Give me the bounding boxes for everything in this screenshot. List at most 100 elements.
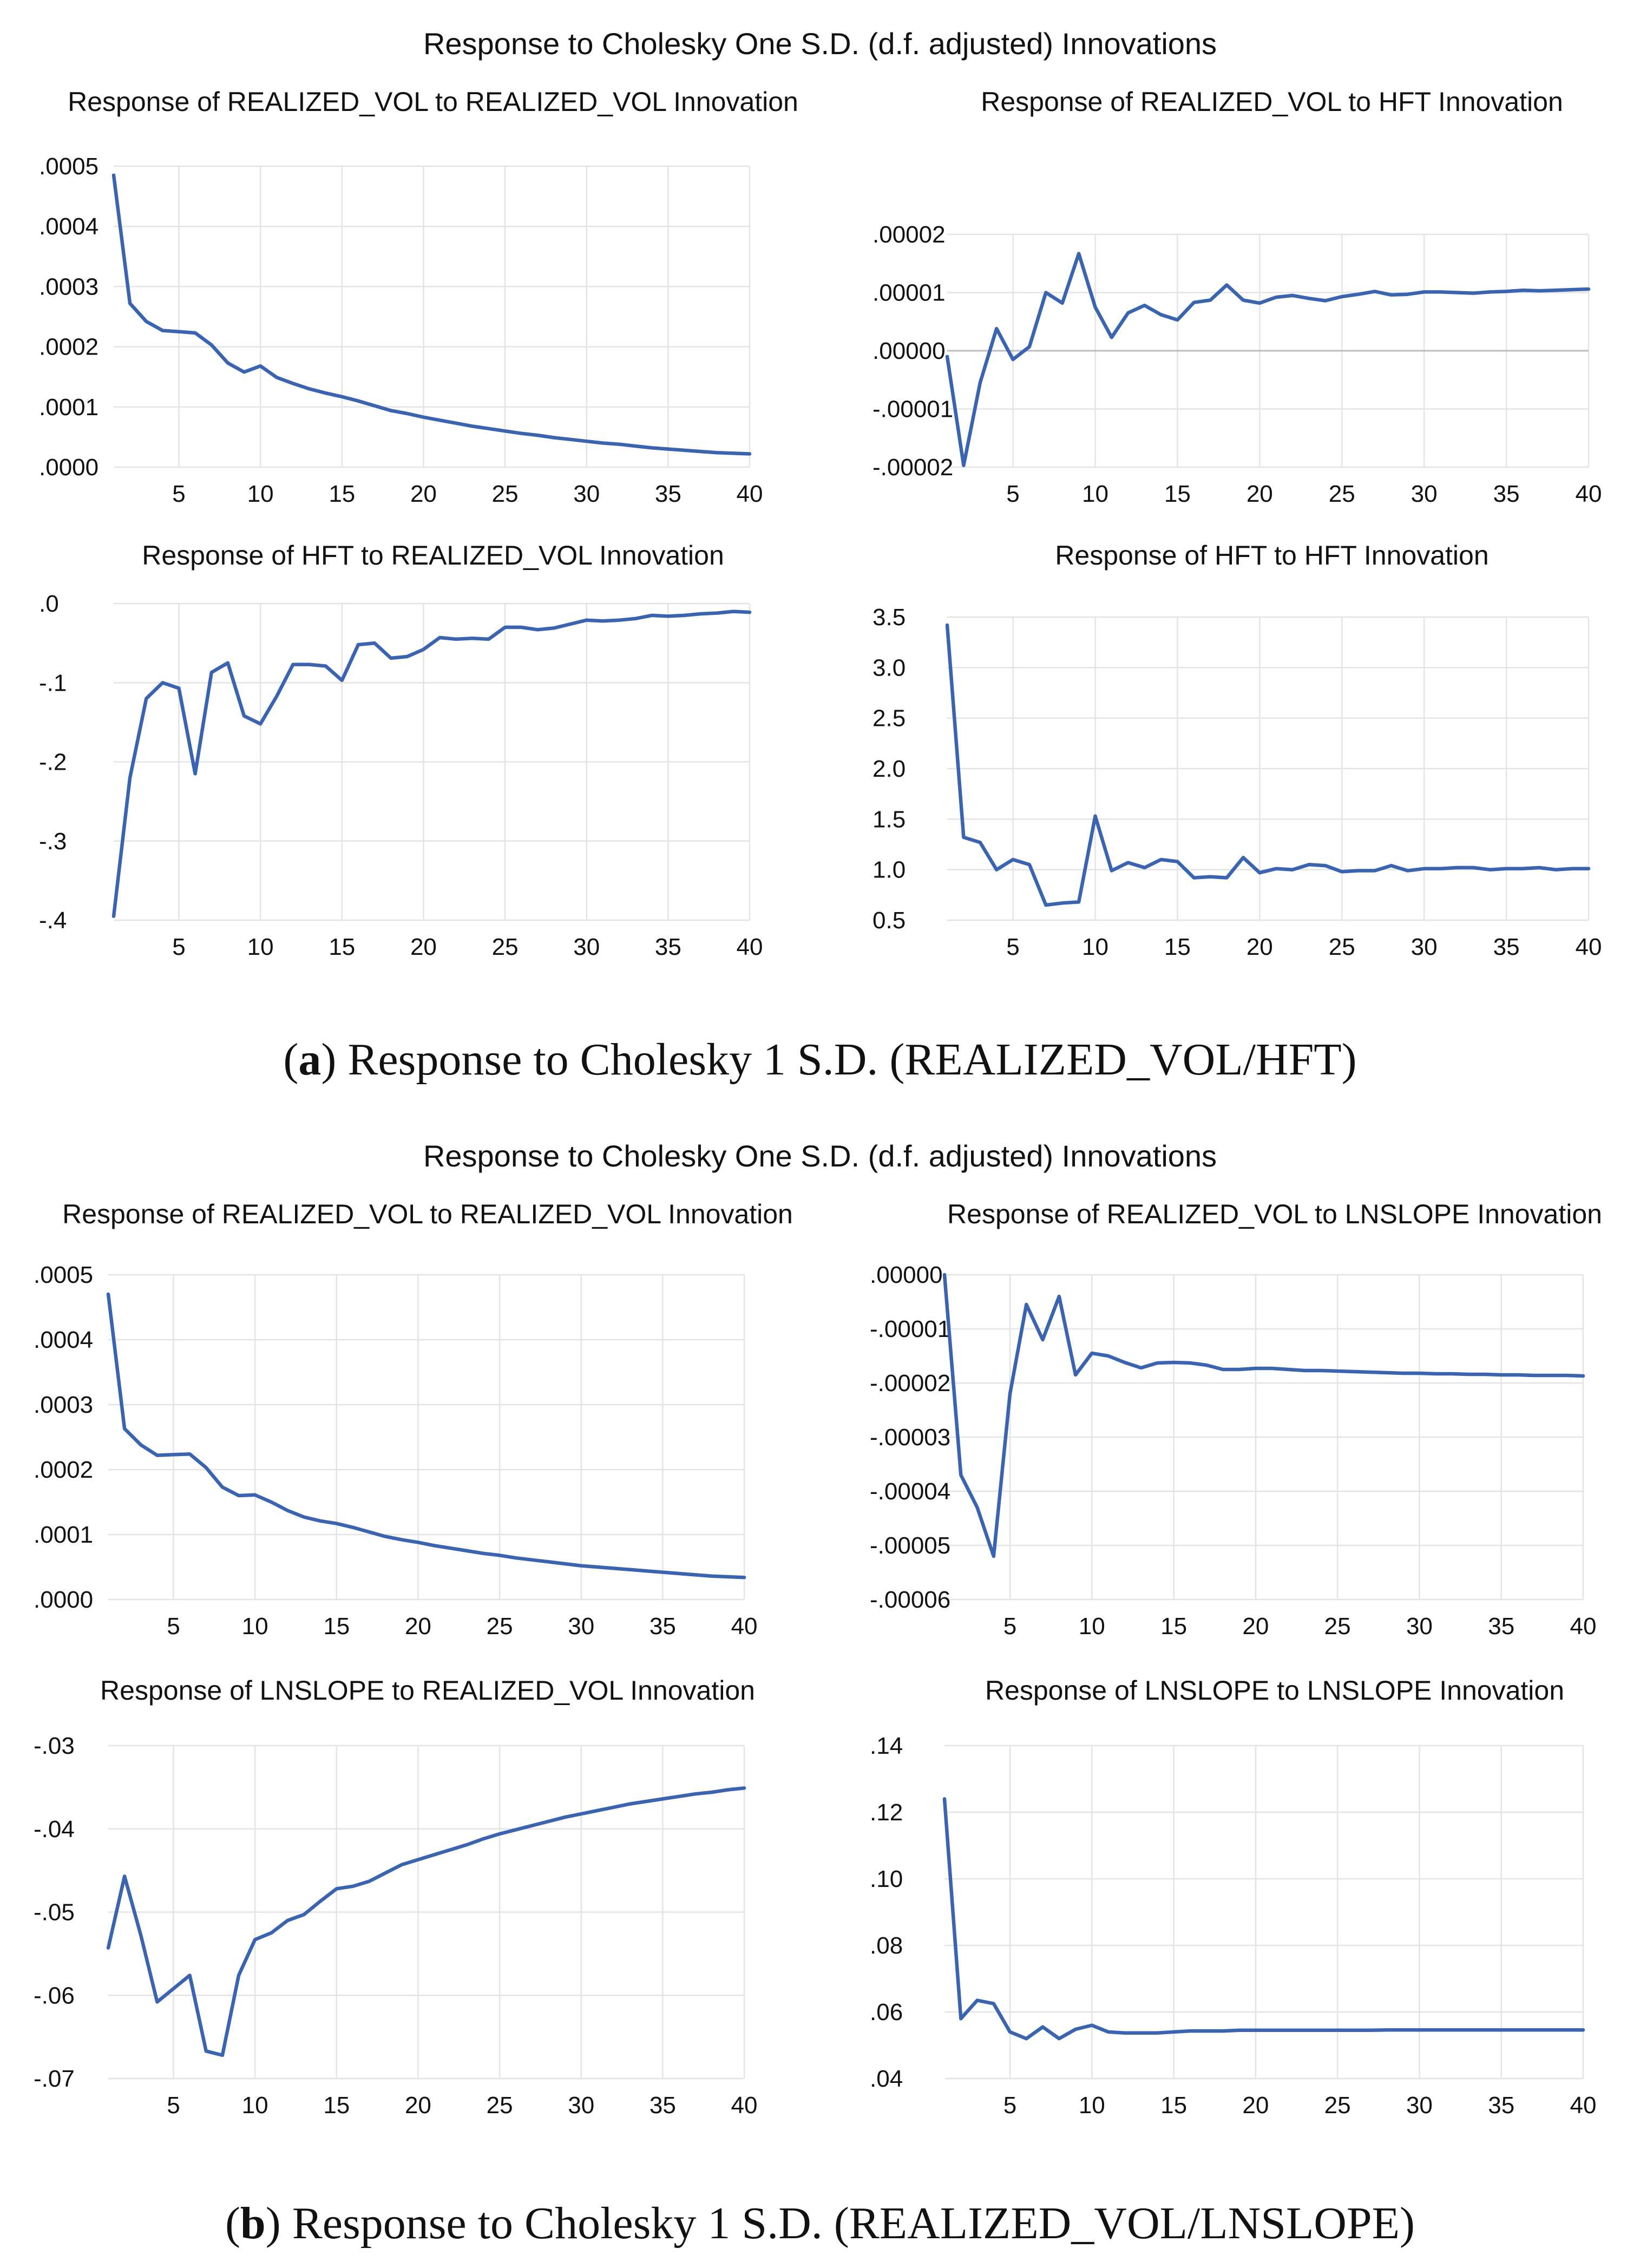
y-tick-label: -.00001 — [873, 396, 953, 423]
x-tick-label: 10 — [1082, 481, 1108, 507]
y-tick-label: -.07 — [34, 2066, 75, 2092]
x-tick-label: 40 — [731, 2092, 758, 2119]
panel-title: Response of HFT to REALIZED_VOL Innovati… — [142, 540, 724, 571]
y-tick-label: .08 — [870, 1932, 903, 1959]
x-tick-label: 20 — [410, 934, 437, 960]
y-tick-label: .0 — [39, 591, 59, 617]
y-tick-label: .10 — [870, 1866, 903, 1892]
caption-a-label: a — [298, 1034, 321, 1085]
panel-b4: Response of LNSLOPE to LNSLOPE Innovatio… — [870, 1675, 1596, 2119]
panel-title: Response of REALIZED_VOL to REALIZED_VOL… — [62, 1199, 793, 1229]
x-tick-label: 20 — [405, 2092, 431, 2119]
x-tick-label: 35 — [1488, 2092, 1514, 2119]
y-tick-label: .00000 — [873, 338, 946, 364]
y-tick-label: -.00001 — [870, 1316, 950, 1342]
panel-title: Response of LNSLOPE to LNSLOPE Innovatio… — [985, 1675, 1564, 1706]
x-tick-label: 5 — [172, 481, 185, 507]
y-tick-label: -.00005 — [870, 1532, 950, 1559]
x-tick-label: 5 — [1003, 2092, 1016, 2119]
panel-title: Response of LNSLOPE to REALIZED_VOL Inno… — [100, 1675, 755, 1706]
x-tick-label: 5 — [1006, 481, 1019, 507]
x-tick-label: 30 — [1411, 481, 1438, 507]
series-line — [111, 609, 752, 918]
panel-a1: Response of REALIZED_VOL to REALIZED_VOL… — [39, 87, 798, 507]
y-tick-label: 1.5 — [873, 806, 906, 833]
x-tick-label: 20 — [1247, 934, 1273, 960]
y-tick-label: 2.0 — [873, 756, 906, 782]
y-tick-label: .0004 — [39, 213, 99, 240]
x-tick-label: 25 — [487, 2092, 513, 2119]
y-tick-label: .00001 — [873, 280, 946, 306]
x-tick-label: 40 — [1570, 2092, 1597, 2119]
caption-b: (b) Response to Cholesky 1 S.D. (REALIZE… — [225, 2198, 1415, 2249]
y-tick-label: 2.5 — [873, 705, 906, 732]
x-tick-label: 20 — [1247, 481, 1273, 507]
y-tick-label: .0005 — [39, 153, 99, 180]
y-tick-label: -.00002 — [870, 1370, 950, 1397]
y-tick-label: .0005 — [34, 1262, 93, 1288]
x-tick-label: 35 — [650, 2092, 676, 2119]
series-line — [111, 173, 752, 456]
x-tick-label: 35 — [655, 481, 681, 507]
y-tick-label: .0002 — [34, 1457, 93, 1483]
y-tick-label: -.1 — [39, 670, 67, 696]
panel-title: Response of HFT to HFT Innovation — [1055, 540, 1488, 571]
x-tick-label: 5 — [1003, 1613, 1016, 1640]
y-tick-label: .0000 — [34, 1587, 93, 1613]
y-tick-label: -.03 — [34, 1733, 75, 1759]
x-tick-label: 10 — [242, 1613, 268, 1640]
x-tick-label: 40 — [737, 481, 763, 507]
x-tick-label: 25 — [487, 1613, 513, 1640]
y-tick-label: .14 — [870, 1733, 903, 1759]
x-tick-label: 25 — [1324, 2092, 1351, 2119]
x-tick-label: 20 — [410, 481, 437, 507]
x-tick-label: 30 — [568, 1613, 594, 1640]
y-tick-label: .0000 — [39, 454, 99, 481]
y-tick-label: -.3 — [39, 828, 67, 855]
x-tick-label: 10 — [1079, 1613, 1105, 1640]
x-tick-label: 10 — [242, 2092, 268, 2119]
x-tick-label: 10 — [247, 934, 274, 960]
y-tick-label: -.06 — [34, 1982, 75, 2009]
x-tick-label: 40 — [737, 934, 763, 960]
x-tick-label: 15 — [323, 1613, 350, 1640]
panel-b2: Response of REALIZED_VOL to LNSLOPE Inno… — [870, 1199, 1602, 1640]
caption-a-text: Response to Cholesky 1 S.D. (REALIZED_VO… — [347, 1034, 1356, 1085]
x-tick-label: 10 — [1082, 934, 1108, 960]
x-tick-label: 30 — [1411, 934, 1438, 960]
x-tick-label: 10 — [247, 481, 274, 507]
x-tick-label: 20 — [405, 1613, 431, 1640]
x-tick-label: 40 — [1576, 934, 1602, 960]
x-tick-label: 25 — [1324, 1613, 1351, 1640]
y-tick-label: .0003 — [34, 1392, 93, 1418]
x-tick-label: 30 — [1406, 2092, 1433, 2119]
y-tick-label: -.00004 — [870, 1478, 950, 1505]
y-tick-label: .00000 — [870, 1262, 943, 1288]
x-tick-label: 35 — [650, 1613, 676, 1640]
x-tick-label: 30 — [568, 2092, 594, 2119]
y-tick-label: 3.0 — [873, 654, 906, 681]
suptitle-b: Response to Cholesky One S.D. (d.f. adju… — [423, 1139, 1217, 1173]
x-tick-label: 40 — [731, 1613, 758, 1640]
caption-b-label: b — [240, 2198, 266, 2249]
y-tick-label: .0001 — [39, 394, 99, 421]
x-tick-label: 15 — [329, 934, 355, 960]
x-tick-label: 35 — [1493, 481, 1520, 507]
y-tick-label: 1.0 — [873, 857, 906, 883]
series-line — [106, 1292, 746, 1579]
suptitle-a: Response to Cholesky One S.D. (d.f. adju… — [423, 27, 1217, 61]
x-tick-label: 5 — [172, 934, 185, 960]
y-tick-label: .06 — [870, 1999, 903, 2026]
x-tick-label: 15 — [323, 2092, 350, 2119]
x-tick-label: 20 — [1242, 2092, 1269, 2119]
panel-a4: Response of HFT to HFT Innovation 0.5 1.0 1… — [873, 540, 1602, 960]
x-tick-label: 10 — [1079, 2092, 1105, 2119]
y-tick-label: -.04 — [34, 1816, 75, 1843]
x-tick-label: 40 — [1570, 1613, 1597, 1640]
x-tick-label: 30 — [573, 481, 600, 507]
y-tick-label: -.00002 — [873, 454, 953, 481]
series-line — [945, 252, 1591, 468]
caption-a: (a) Response to Cholesky 1 S.D. (REALIZE… — [283, 1034, 1356, 1085]
x-tick-label: 30 — [1406, 1613, 1433, 1640]
